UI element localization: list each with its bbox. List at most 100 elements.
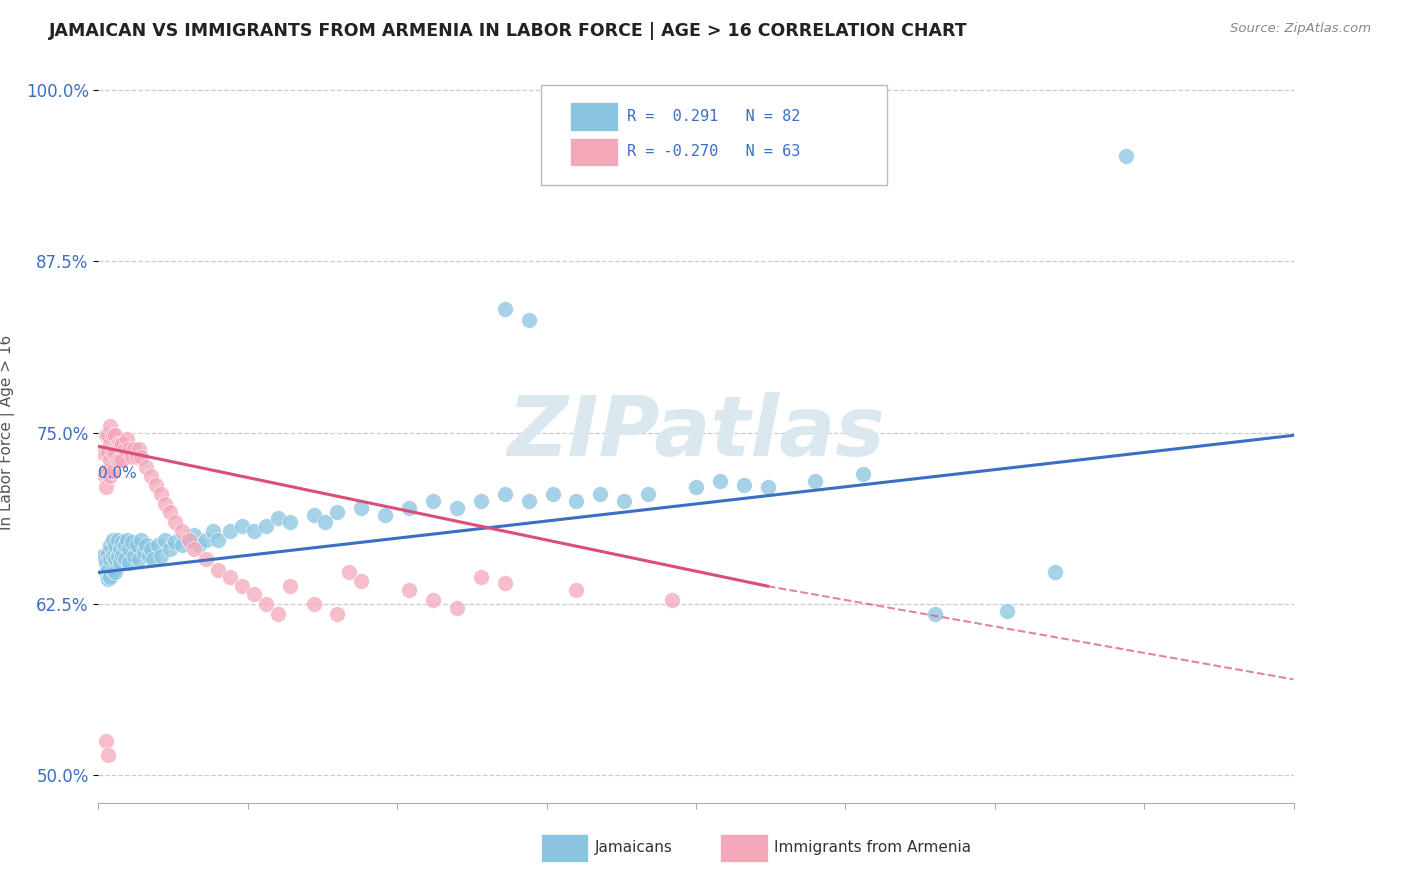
Point — [339, 566, 361, 580]
Point — [108, 453, 131, 467]
Point — [243, 587, 266, 601]
Point — [107, 453, 129, 467]
Point — [101, 549, 124, 563]
Point — [231, 519, 253, 533]
Point — [326, 607, 349, 621]
Point — [97, 572, 120, 586]
Point — [179, 533, 201, 547]
Y-axis label: In Labor Force | Age > 16: In Labor Force | Age > 16 — [0, 335, 14, 530]
Point — [104, 551, 127, 566]
Point — [446, 601, 468, 615]
Point — [108, 542, 131, 557]
Point — [278, 515, 301, 529]
Point — [118, 442, 141, 456]
Point — [267, 607, 290, 621]
Point — [108, 556, 131, 570]
Point — [97, 428, 120, 442]
Point — [195, 533, 218, 547]
Point — [148, 538, 170, 552]
Point — [114, 538, 136, 552]
Point — [139, 469, 162, 483]
Point — [589, 487, 612, 501]
Point — [111, 436, 134, 450]
Point — [111, 549, 134, 563]
Point — [804, 474, 827, 488]
Point — [924, 607, 946, 621]
Point — [135, 459, 157, 474]
Point — [243, 524, 266, 539]
Point — [135, 538, 157, 552]
Point — [302, 508, 325, 522]
Point — [124, 442, 146, 456]
Point — [107, 533, 129, 547]
Point — [98, 551, 122, 566]
Point — [94, 446, 117, 460]
Point — [115, 533, 138, 547]
Point — [108, 436, 131, 450]
Point — [613, 494, 636, 508]
Point — [142, 551, 165, 566]
Point — [149, 549, 172, 563]
Point — [149, 487, 172, 501]
Text: Source: ZipAtlas.com: Source: ZipAtlas.com — [1230, 22, 1371, 36]
Point — [98, 538, 122, 552]
Point — [101, 464, 124, 478]
Point — [565, 583, 588, 598]
Point — [101, 446, 124, 460]
Point — [267, 510, 290, 524]
Point — [111, 453, 134, 467]
Point — [183, 528, 205, 542]
Point — [163, 515, 186, 529]
Point — [104, 566, 127, 580]
Point — [131, 450, 153, 465]
Point — [756, 480, 779, 494]
Point — [97, 563, 120, 577]
Text: 0.0%: 0.0% — [98, 466, 138, 481]
Point — [172, 524, 194, 539]
Point — [94, 428, 117, 442]
Point — [374, 508, 396, 522]
Point — [131, 533, 153, 547]
FancyBboxPatch shape — [720, 834, 768, 862]
Point — [163, 535, 186, 549]
Point — [446, 501, 468, 516]
Point — [187, 538, 209, 552]
Point — [98, 469, 122, 483]
Point — [114, 442, 136, 456]
Text: ZIPatlas: ZIPatlas — [508, 392, 884, 473]
Point — [179, 533, 201, 547]
Point — [94, 734, 117, 748]
Point — [995, 604, 1018, 618]
Point — [852, 467, 875, 481]
Point — [172, 538, 194, 552]
Point — [202, 524, 225, 539]
Point — [91, 467, 114, 481]
Point — [326, 505, 349, 519]
Point — [398, 501, 420, 516]
Point — [422, 593, 444, 607]
Point — [517, 313, 540, 327]
Point — [159, 542, 181, 557]
Point — [118, 556, 141, 570]
Point — [1115, 149, 1137, 163]
Point — [494, 487, 516, 501]
Point — [101, 428, 124, 442]
Point — [541, 487, 564, 501]
Point — [183, 542, 205, 557]
Point — [91, 446, 114, 460]
FancyBboxPatch shape — [541, 834, 589, 862]
Point — [254, 519, 277, 533]
Point — [91, 549, 114, 563]
Point — [139, 542, 162, 557]
Point — [422, 494, 444, 508]
Point — [104, 538, 127, 552]
FancyBboxPatch shape — [571, 138, 619, 166]
Point — [219, 569, 242, 583]
Text: JAMAICAN VS IMMIGRANTS FROM ARMENIA IN LABOR FORCE | AGE > 16 CORRELATION CHART: JAMAICAN VS IMMIGRANTS FROM ARMENIA IN L… — [49, 22, 967, 40]
Point — [101, 563, 124, 577]
Point — [254, 597, 277, 611]
Point — [195, 551, 218, 566]
Point — [94, 480, 117, 494]
Point — [128, 442, 150, 456]
Point — [132, 545, 155, 559]
